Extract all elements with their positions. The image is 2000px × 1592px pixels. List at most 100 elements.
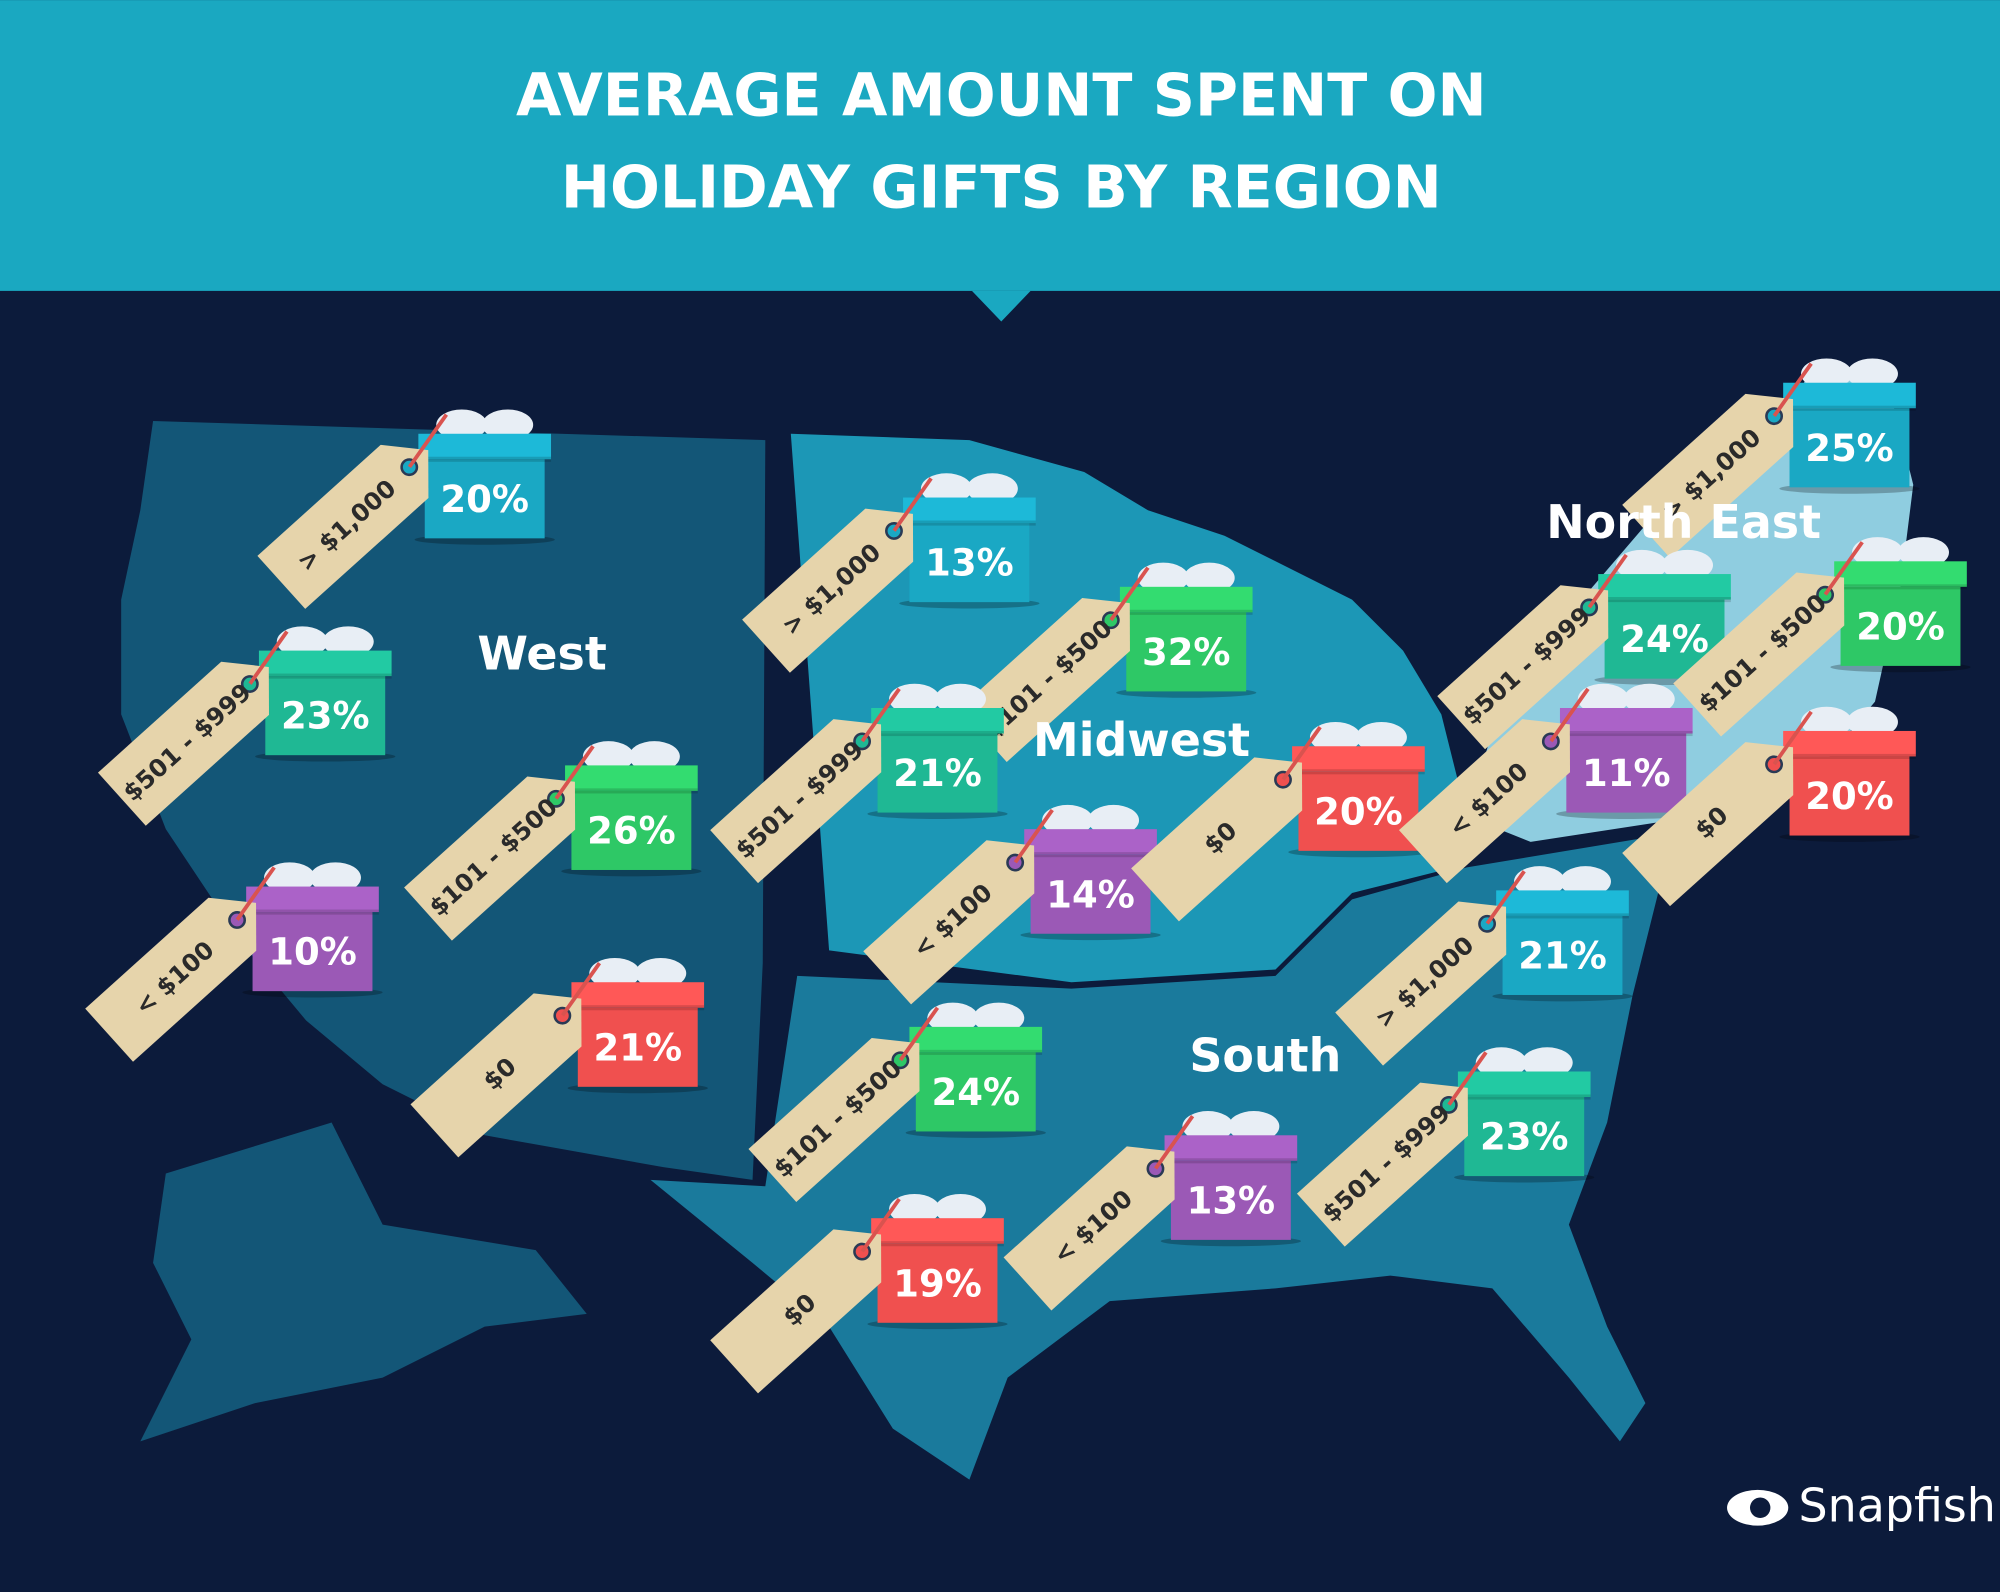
gift-lid [1292,746,1425,772]
gift-lid-shade [1496,913,1629,919]
title-line: AVERAGE AMOUNT SPENT ON [516,62,1487,130]
gift-bow [482,409,534,441]
gift-lid [1119,586,1253,613]
gift-bow [973,1002,1025,1034]
title-line: HOLIDAY GIFTS BY REGION [561,154,1442,222]
tag-string [407,413,448,469]
gift-percent: 10% [268,931,356,974]
gift: 13%> $1,000 [742,473,1040,673]
gift-body [265,676,386,756]
gift-body [915,1052,1036,1132]
region-name: Midwest [1033,713,1250,767]
gift-lid [1559,707,1693,734]
gift-lid [1783,730,1916,757]
gift: 23%$501 - $999 [97,626,396,826]
region-alaska [140,1122,587,1442]
gift-lid-shade [418,456,552,462]
gift-percent: 13% [925,542,1013,585]
tag-string [1772,710,1813,766]
gift-bow [322,626,374,657]
tag-string [1823,541,1864,596]
gift-lid-shade [1834,584,1967,590]
gift-lid-shade [871,1241,1004,1247]
tag-shape [742,508,914,673]
gift-bow [927,1002,979,1034]
tag-shape [1398,719,1571,884]
tag-shape [1131,757,1303,922]
tag-string [1772,362,1813,418]
gift-bow [1577,683,1629,715]
gift-percent: 20% [1856,605,1945,648]
gift-lid-shade [565,788,698,794]
tag-shape [1437,585,1609,750]
tag-shape [1003,1146,1175,1311]
gift-percent: 26% [587,809,676,852]
gift-body [1464,1097,1585,1177]
gift-percent: 21% [594,1026,683,1069]
tag-shape [257,444,429,609]
gift-lid-shade [871,730,1004,737]
gift-bow [889,683,941,715]
gift-bow [934,1193,986,1225]
gift-bow [635,957,687,989]
price-tag: > $1,000 [257,444,429,609]
gift-body [1126,612,1247,692]
gift-bow [1228,1111,1280,1142]
gift-lid [1598,574,1731,600]
gift-bow [1521,1047,1573,1078]
header-pointer [971,290,1031,322]
gift-bow [1846,358,1898,390]
gift: 20% $0 [1131,722,1429,922]
gift-lid [565,765,698,791]
gift-bow [966,473,1018,504]
gift-body [1030,854,1151,934]
gift-lid-shade [1024,852,1157,858]
gift-bow [1846,706,1898,738]
gift-percent: 14% [1046,873,1134,916]
tag-shape [410,993,582,1158]
tag-string [1109,566,1150,622]
gift-bow [1852,537,1904,568]
gift-lid [1496,890,1629,916]
gift-lid-shade [1164,1158,1298,1164]
gift-percent: 24% [1620,618,1709,661]
gift-bow [1183,562,1235,594]
gift: 20% $0 [1622,706,1920,907]
gift-bow [1801,706,1853,738]
tag-string [554,745,595,800]
tag-shape [404,776,576,941]
tag-string [1154,1115,1195,1170]
tag-shape [97,661,269,826]
gift-bow [1616,549,1668,581]
gift-bow [589,957,641,989]
gift-body [877,1243,998,1323]
gift-body [909,523,1030,603]
gift-lid [246,886,379,913]
gift-percent: 23% [1480,1116,1569,1159]
gift-body [877,733,998,813]
gift-lid [1164,1135,1298,1161]
gift-percent: 32% [1142,631,1231,674]
gift-bow [436,409,488,441]
tag-shape [1622,742,1794,907]
gift-body [1840,586,1961,666]
gift-percent: 21% [893,752,981,795]
gift-bow [628,741,680,772]
gift-percent: 20% [1805,775,1894,818]
region-name: North East [1546,495,1821,549]
gift-lid-shade [1783,753,1916,760]
gift: 19% $0 [710,1193,1008,1394]
tag-shape [863,840,1035,1005]
tag-string [892,477,933,532]
tag-shape [1335,901,1507,1066]
gift-percent: 11% [1582,752,1671,795]
tag-shape [1622,393,1794,558]
gift-percent: 20% [1314,790,1403,833]
gift-percent: 23% [281,695,370,738]
gift-bow [1623,683,1675,715]
gift-bow [1475,1047,1527,1078]
tag-string [860,1197,901,1253]
brand-logo: Snapfish [1727,1479,1996,1533]
gift: 24%$101 - $500 [748,1002,1046,1203]
